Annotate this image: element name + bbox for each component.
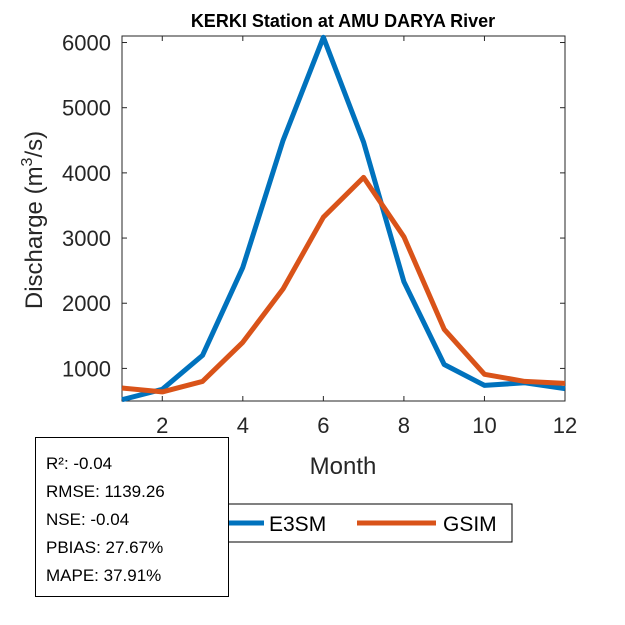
y-tick-label: 4000: [62, 161, 111, 186]
y-axis-label: Discharge (m3/s): [19, 131, 48, 309]
stat-r2: R²: -0.04: [46, 454, 113, 473]
series-lines: [121, 34, 566, 403]
x-axis-ticks: 2 4 6 8 10 12: [156, 36, 577, 438]
stat-pbias: PBIAS: 27.67%: [46, 538, 164, 557]
y-tick-label: 2000: [62, 291, 111, 316]
x-axis-label: Month: [310, 453, 377, 480]
x-tick-label: 8: [398, 413, 410, 438]
stat-nse: NSE: -0.04: [46, 510, 130, 529]
chart-title: KERKI Station at AMU DARYA River: [191, 11, 495, 31]
plot-frame: [121, 35, 566, 402]
plot-area: [121, 35, 566, 402]
y-axis-label-sup: 3: [19, 157, 36, 166]
legend-label-gsim: GSIM: [443, 513, 497, 536]
stat-rmse: RMSE: 1139.26: [46, 482, 165, 501]
legend: E3SM GSIM: [217, 503, 513, 543]
x-tick-label: 6: [317, 413, 329, 438]
y-tick-label: 5000: [62, 96, 111, 121]
x-tick-label: 4: [237, 413, 249, 438]
y-axis-label-main: Discharge (m: [21, 166, 48, 309]
x-tick-label: 2: [156, 413, 168, 438]
series-line-gsim: [121, 174, 566, 395]
legend-label-e3sm: E3SM: [269, 513, 326, 536]
series-line-e3sm: [121, 34, 566, 403]
y-axis-ticks: 1000 2000 3000 4000 5000 6000: [62, 31, 565, 381]
y-tick-label: 3000: [62, 226, 111, 251]
y-tick-label: 6000: [62, 31, 111, 56]
x-tick-label: 10: [472, 413, 496, 438]
stats-box: R²: -0.04 RMSE: 1139.26 NSE: -0.04 PBIAS…: [35, 437, 229, 597]
x-tick-label: 12: [553, 413, 577, 438]
y-tick-label: 1000: [62, 356, 111, 381]
stat-mape: MAPE: 37.91%: [46, 566, 162, 585]
y-axis-label-tail: /s): [21, 131, 48, 158]
